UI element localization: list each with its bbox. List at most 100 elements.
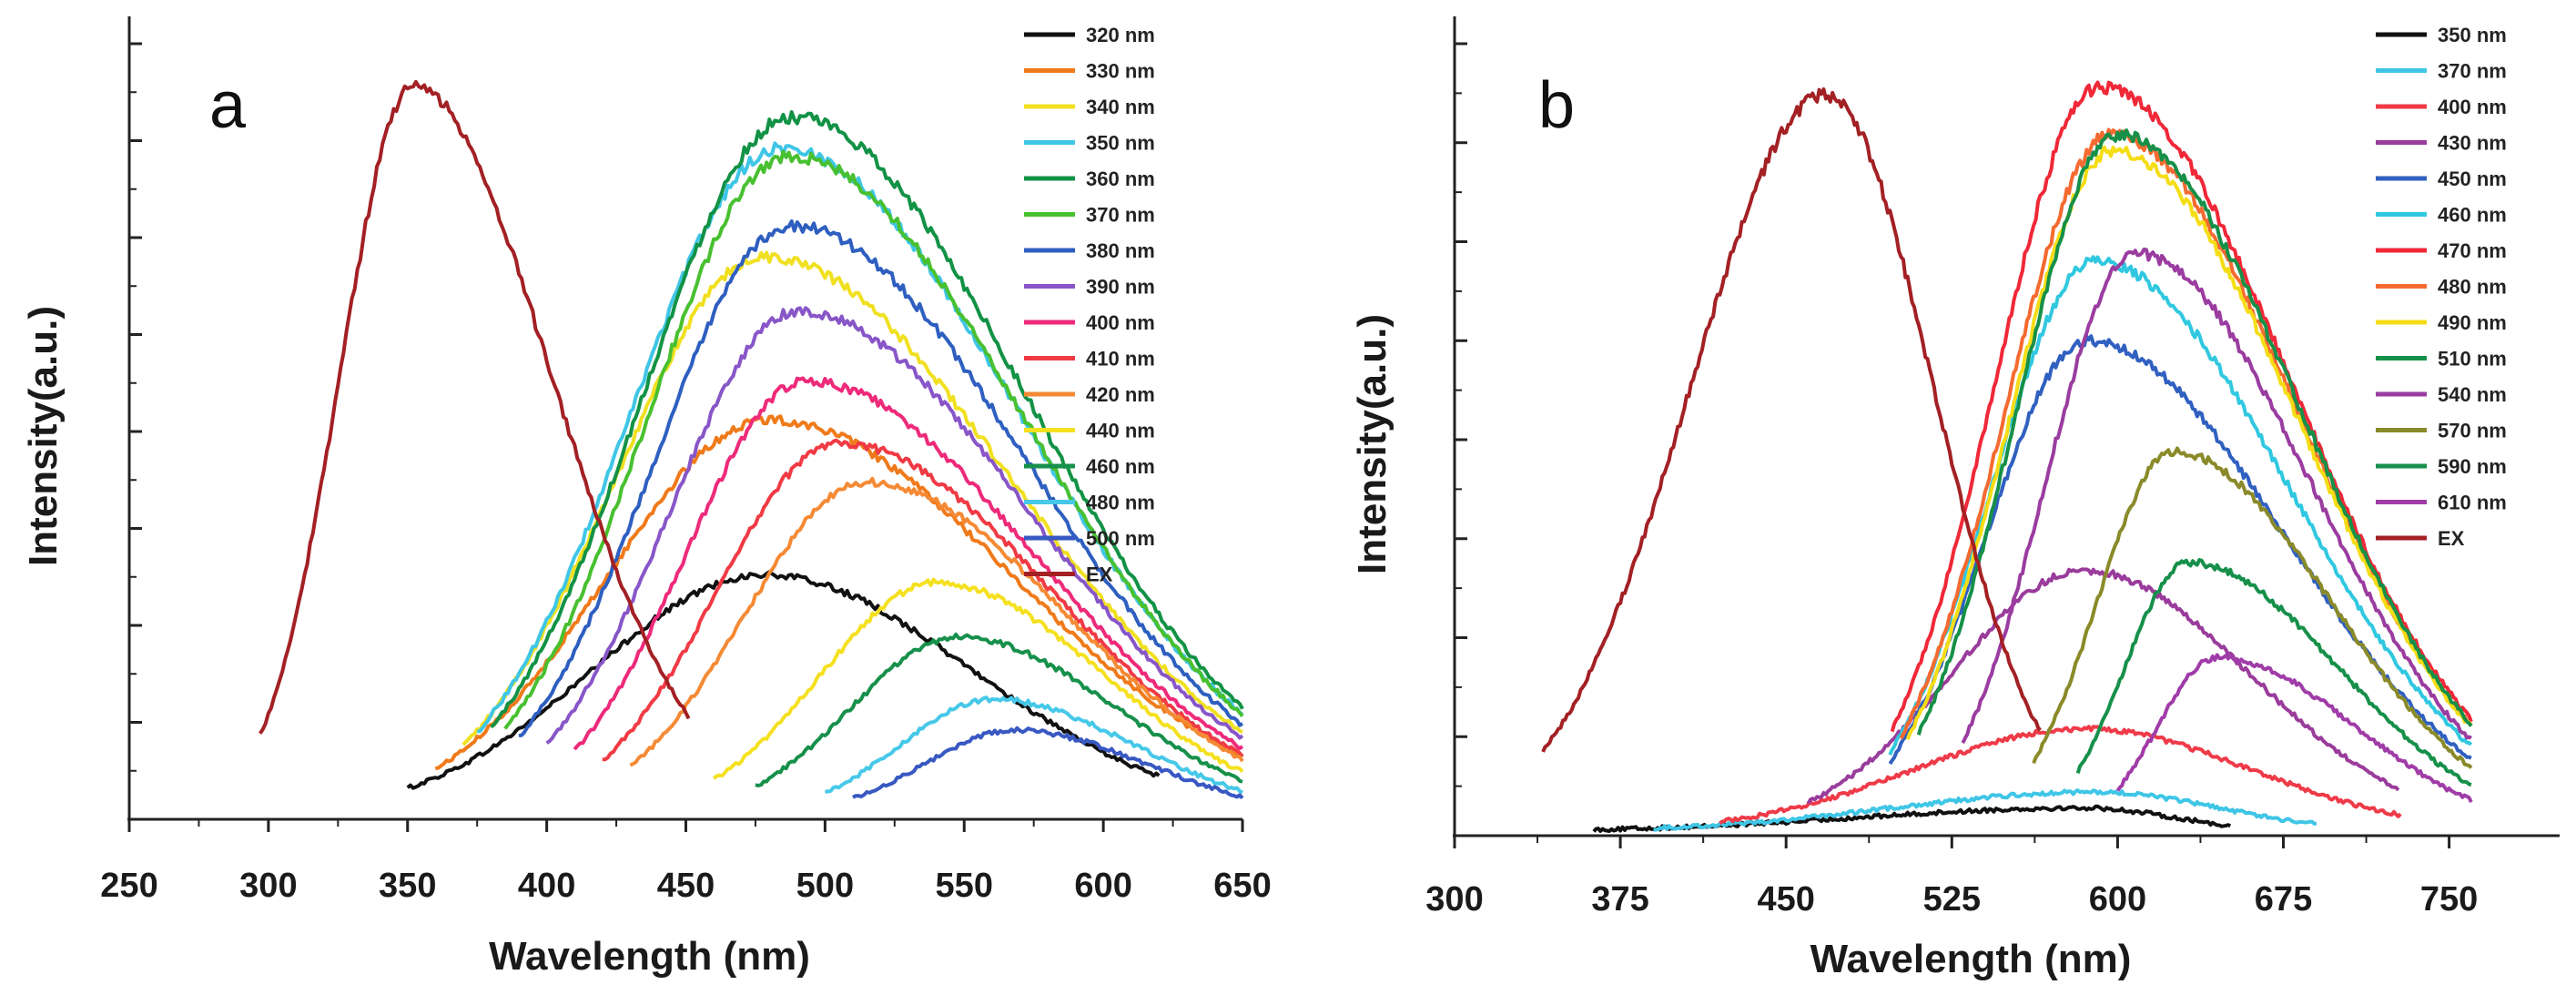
legend-label: 420 nm (1086, 383, 1155, 406)
x-tick-label: 750 (2420, 880, 2478, 919)
legend-item-340-nm: 340 nm (1024, 96, 1155, 118)
series-line-540-nm (1961, 247, 2472, 744)
legend-label: 510 nm (2438, 348, 2507, 371)
legend-label: 370 nm (2438, 60, 2507, 83)
series-line-470-nm (1890, 80, 2473, 733)
x-tick-label: 300 (1425, 880, 1483, 919)
legend-label: 400 nm (2438, 96, 2507, 118)
legend-label: 460 nm (2438, 204, 2507, 227)
series-line-390-nm (545, 306, 1244, 745)
legend-item-420-nm: 420 nm (1024, 383, 1155, 406)
legend-item-440-nm: 440 nm (1024, 420, 1155, 442)
series-line-510-nm (1916, 128, 2473, 736)
axes: 250 300 350 400 450 500 550 600 650 (100, 16, 1272, 905)
series-line-380-nm (518, 219, 1244, 738)
legend-item-430-nm: 430 nm (2376, 132, 2507, 155)
series-line-460-nm (755, 632, 1243, 787)
legend-label: 540 nm (2438, 383, 2507, 406)
legend-label: 590 nm (2438, 455, 2507, 478)
legend-label: 390 nm (1086, 276, 1155, 299)
legend-label: 460 nm (1086, 455, 1155, 478)
legend: 320 nm 330 nm 340 nm 350 nm 360 nm 370 nm 380 … (1024, 24, 1155, 586)
legend-label: 500 nm (1086, 527, 1155, 550)
legend-item-350-nm: 350 nm (1024, 132, 1155, 155)
series-line-490-nm (1905, 145, 2473, 740)
x-tick-label: 450 (657, 867, 715, 905)
series-line-370-nm (1653, 788, 2317, 832)
legend-item-570-nm: 570 nm (2376, 420, 2507, 442)
x-tick-label: 550 (936, 867, 993, 905)
panel-b: 300 375 450 525 600 675 750 Wavelength (nm) Inte… (1329, 0, 2576, 1000)
legend-item-370-nm: 370 nm (1024, 204, 1155, 227)
x-tick-label: 600 (1074, 867, 1131, 905)
series-line-430-nm (1806, 567, 2400, 805)
legend-item-480-nm: 480 nm (1024, 492, 1155, 514)
legend: 350 nm 370 nm 400 nm 430 nm 450 nm 460 nm 470 … (2376, 24, 2507, 550)
legend-item-500-nm: 500 nm (1024, 527, 1155, 550)
legend-item-470-nm: 470 nm (2376, 239, 2507, 262)
legend-label: 430 nm (2438, 132, 2507, 155)
legend-item-450-nm: 450 nm (2376, 168, 2507, 190)
series-line-400-nm (573, 376, 1244, 751)
x-tick-label: 450 (1757, 880, 1814, 919)
x-tick-label: 650 (1213, 867, 1271, 905)
legend-item-460-nm: 460 nm (1024, 455, 1155, 478)
legend-label: 330 nm (1086, 60, 1155, 83)
legend-item-540-nm: 540 nm (2376, 383, 2507, 406)
x-tick-label: 525 (1923, 880, 1981, 919)
legend-item-ex: EX (2376, 527, 2465, 550)
x-axis-label: Wavelength (nm) (489, 934, 810, 979)
legend-item-390-nm: 390 nm (1024, 276, 1155, 299)
legend-label: 320 nm (1086, 24, 1155, 46)
series-line-610-nm (2115, 653, 2473, 803)
series-line-440-nm (712, 577, 1244, 780)
legend-label: 440 nm (1086, 420, 1155, 442)
series-lines (259, 79, 1244, 800)
legend-label: 370 nm (1086, 204, 1155, 227)
series-line-410-nm (602, 438, 1244, 762)
legend-label: 410 nm (1086, 348, 1155, 371)
panel-label: b (1538, 69, 1575, 142)
series-line-420-nm (629, 476, 1244, 767)
legend-item-320-nm: 320 nm (1024, 24, 1155, 46)
legend-item-ex: EX (1024, 563, 1113, 586)
legend-item-590-nm: 590 nm (2376, 455, 2507, 478)
x-tick-label: 300 (239, 867, 297, 905)
legend-item-410-nm: 410 nm (1024, 348, 1155, 371)
series-line-500-nm (852, 726, 1244, 800)
panel-label: a (209, 69, 247, 142)
legend-label: 340 nm (1086, 96, 1155, 118)
legend-label: 490 nm (2438, 311, 2507, 334)
legend-item-400-nm: 400 nm (1024, 311, 1155, 334)
legend-label: 350 nm (1086, 132, 1155, 155)
y-axis-label: Intensity(a.u.) (1350, 314, 1394, 574)
x-tick-label: 400 (518, 867, 575, 905)
legend-item-370-nm: 370 nm (2376, 60, 2507, 83)
legend-label: EX (1086, 563, 1113, 586)
legend-label: 480 nm (2438, 276, 2507, 299)
series-line-480-nm (825, 695, 1243, 795)
legend-item-360-nm: 360 nm (1024, 168, 1155, 190)
legend-item-610-nm: 610 nm (2376, 492, 2507, 514)
legend-item-380-nm: 380 nm (1024, 239, 1155, 262)
x-tick-label: 675 (2255, 880, 2312, 919)
legend-label: 470 nm (2438, 239, 2507, 262)
series-line-360-nm (490, 110, 1244, 729)
series-line-400-nm (1719, 725, 2402, 825)
legend-item-460-nm: 460 nm (2376, 204, 2507, 227)
legend-label: 350 nm (2438, 24, 2507, 46)
axes: 300 375 450 525 600 675 750 (1425, 16, 2560, 919)
x-axis-label: Wavelength (nm) (1810, 937, 2132, 981)
legend-label: 360 nm (1086, 168, 1155, 190)
series-line-370-nm (503, 149, 1244, 730)
legend-item-400-nm: 400 nm (2376, 96, 2507, 118)
series-line-330-nm (435, 414, 1244, 770)
series-line-590-nm (2075, 558, 2472, 787)
x-tick-label: 500 (796, 867, 854, 905)
x-tick-label: 350 (379, 867, 436, 905)
chart-a: 250 300 350 400 450 500 550 600 650 Wavelength (n… (21, 16, 1272, 979)
legend-item-490-nm: 490 nm (2376, 311, 2507, 334)
legend-label: 570 nm (2438, 420, 2507, 442)
chart-b: 300 375 450 525 600 675 750 Wavelength (nm) Inte… (1350, 16, 2560, 981)
series-line-ex (259, 79, 691, 735)
